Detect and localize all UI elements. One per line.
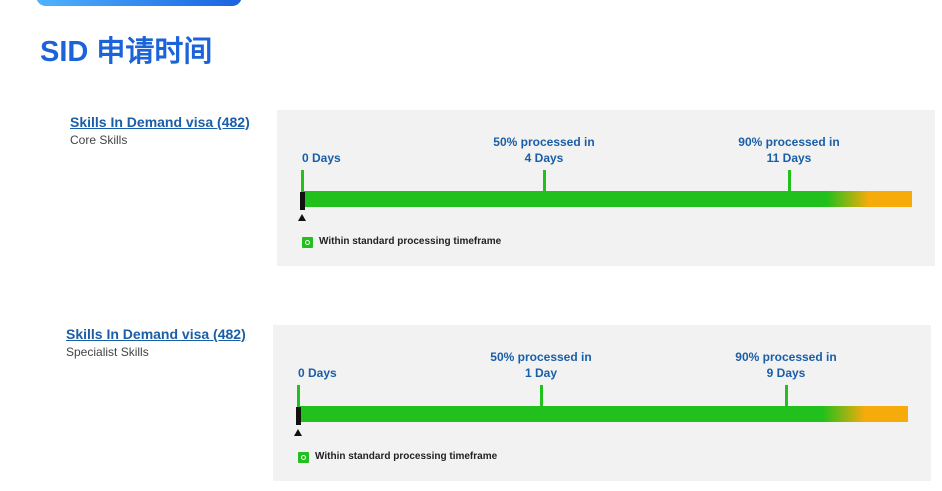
marker-tick (540, 385, 543, 407)
timeline-bar (298, 406, 908, 422)
marker-tick (301, 170, 304, 192)
marker-value: 4 Days (524, 151, 564, 165)
marker-heading: 50% processed in (493, 135, 595, 149)
visa-link[interactable]: Skills In Demand visa (482) (70, 114, 250, 130)
marker-value: 0 Days (302, 151, 341, 165)
stream-label: Core Skills (70, 133, 128, 147)
marker-tick (297, 385, 300, 407)
processing-panel: 0 Days 50% processed in 1 Day 90% processed… (273, 325, 931, 481)
processing-panel: 0 Days 50% processed in 4 Days 90% processe… (277, 110, 935, 266)
current-position (296, 407, 301, 425)
marker-heading: 90% processed in (738, 135, 840, 149)
current-position (300, 192, 305, 210)
legend-text: Within standard processing timeframe (319, 236, 502, 247)
marker-value: 11 Days (766, 151, 812, 165)
marker-value: 1 Day (524, 366, 558, 380)
marker-heading: 90% processed in (735, 350, 837, 364)
stream-label: Specialist Skills (66, 345, 149, 359)
page-title: SID 申请时间 (40, 36, 213, 68)
legend-icon (302, 237, 313, 248)
position-arrow (294, 429, 302, 436)
marker-tick (543, 170, 546, 192)
marker-value: 9 Days (766, 366, 806, 380)
legend-text: Within standard processing timeframe (315, 451, 498, 462)
marker-tick (785, 385, 788, 407)
header-tab (36, 0, 242, 6)
marker-tick (788, 170, 791, 192)
timeline-bar (302, 191, 912, 207)
position-arrow (298, 214, 306, 221)
legend-icon (298, 452, 309, 463)
marker-heading: 50% processed in (490, 350, 592, 364)
marker-value: 0 Days (298, 366, 337, 380)
visa-link[interactable]: Skills In Demand visa (482) (66, 326, 246, 342)
